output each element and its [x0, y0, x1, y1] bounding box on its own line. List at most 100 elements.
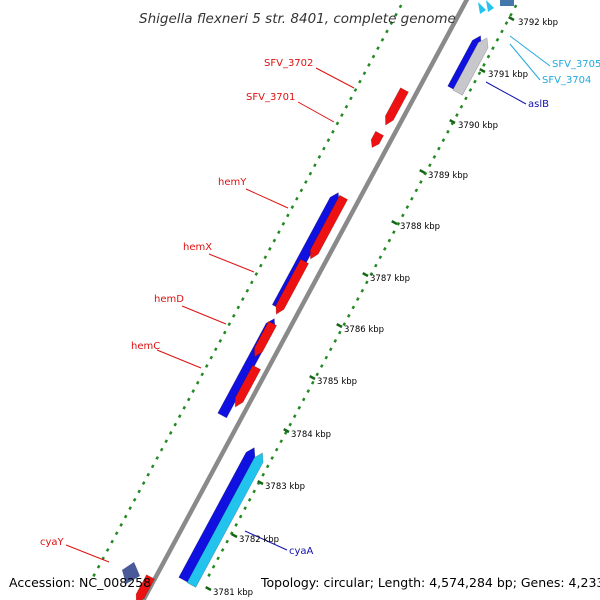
inner-ring-dash: [207, 573, 211, 578]
outer-ring-dash: [105, 548, 110, 552]
gene-label-sfv3702[interactable]: SFV_3702: [264, 58, 313, 69]
outer-ring-dash: [313, 163, 317, 168]
inner-ring-dash: [351, 305, 356, 310]
gene-label-sfv3704[interactable]: SFV_3704: [542, 75, 591, 86]
scale-tick: [508, 16, 515, 22]
outer-ring-dash: [186, 397, 191, 402]
outer-ring-dash: [218, 338, 223, 343]
outer-ring-dash: [317, 154, 322, 159]
inner-ring-dash: [383, 246, 387, 251]
genome-title: Shigella flexneri 5 str. 8401, complete …: [139, 11, 456, 27]
leader-line: [315, 67, 355, 89]
gene-label-sfv3701[interactable]: SFV_3701: [246, 92, 295, 103]
inner-ring-dash: [247, 497, 252, 502]
inner-ring-dash: [265, 464, 270, 469]
outer-ring-dash: [195, 380, 200, 385]
inner-ring-dash: [306, 389, 311, 394]
inner-ring-dash: [364, 280, 369, 285]
outer-ring-dash: [114, 531, 119, 536]
outer-ring-dash: [398, 4, 403, 9]
inner-ring-dash: [220, 548, 225, 552]
inner-ring-dash: [337, 330, 342, 335]
outer-ring-dash: [299, 188, 304, 193]
gene-label-aslb[interactable]: aslB: [528, 99, 549, 110]
outer-ring-dash: [110, 539, 114, 544]
outer-ring-dash: [367, 62, 371, 67]
kbp-label-3783: 3783 kbp: [265, 482, 305, 492]
kbp-label-3786: 3786 kbp: [344, 325, 384, 335]
gene-hemX-arrow: [309, 194, 349, 260]
outer-ring-dash: [132, 497, 137, 502]
scale-tick: [362, 272, 369, 278]
leader-line: [208, 253, 255, 273]
outer-ring-dash: [281, 221, 286, 226]
inner-ring-dash: [446, 129, 450, 134]
scale-tick: [283, 428, 290, 434]
gene-label-cyaa[interactable]: cyaA: [289, 546, 314, 557]
outer-ring-dash: [259, 263, 263, 268]
outer-ring-dash: [141, 481, 146, 486]
inner-ring-dash: [261, 472, 265, 477]
inner-ring-dash: [486, 54, 491, 59]
leader-line: [509, 35, 551, 67]
inner-dotted-ring: [207, 4, 518, 578]
outer-ring-dash: [177, 414, 182, 419]
outer-dotted-ring: [92, 4, 403, 578]
inner-ring-dash: [297, 405, 302, 410]
leader-line: [509, 43, 541, 81]
inner-ring-dash: [292, 414, 297, 419]
kbp-label-3788: 3788 kbp: [400, 222, 440, 232]
inner-ring-dash: [243, 506, 247, 511]
inner-ring-dash: [270, 456, 275, 460]
outer-ring-dash: [371, 54, 376, 59]
gene-label-hemd[interactable]: hemD: [154, 294, 184, 305]
inner-ring-dash: [283, 430, 288, 435]
outer-ring-dash: [385, 29, 389, 34]
outer-ring-dash: [204, 364, 209, 368]
kbp-label-3790: 3790 kbp: [458, 121, 498, 131]
gene-cyaA-arrow: [186, 452, 264, 588]
outer-ring-dash: [168, 430, 173, 435]
outer-ring-dash: [322, 146, 326, 151]
inner-ring-dash: [301, 397, 306, 402]
inner-ring-dash: [346, 313, 351, 318]
outer-ring-dash: [326, 138, 331, 143]
leader-line: [244, 530, 288, 551]
inner-ring-dash: [315, 372, 320, 377]
outer-ring-dash: [254, 272, 259, 276]
inner-ring-dash: [491, 46, 495, 51]
outer-ring-dash: [231, 313, 236, 318]
gene-label-hemc[interactable]: hemC: [131, 341, 160, 352]
outer-ring-dash: [263, 255, 268, 260]
inner-ring-dash: [310, 380, 315, 385]
inner-ring-dash: [211, 564, 216, 569]
kbp-label-3791: 3791 kbp: [488, 70, 528, 80]
inner-ring-dash: [288, 422, 293, 427]
outer-ring-dash: [295, 196, 299, 201]
scale-tick: [391, 220, 398, 226]
gene-aslB-arrow: [452, 37, 489, 96]
inner-ring-dash: [441, 138, 446, 143]
kbp-label-3785: 3785 kbp: [317, 377, 357, 387]
genome-backbone: [140, 0, 470, 600]
scale-tick: [419, 169, 426, 175]
gene-sfv3702-arrow: [385, 87, 409, 126]
gene-label-hemx[interactable]: hemX: [183, 242, 212, 253]
gene-label-sfv3705[interactable]: SFV_3705: [552, 59, 600, 70]
outer-ring-dash: [272, 238, 277, 243]
gene-label-cyay[interactable]: cyaY: [40, 537, 65, 548]
inner-ring-dash: [342, 322, 347, 327]
inner-ring-dash: [279, 439, 284, 444]
outer-ring-dash: [182, 405, 187, 410]
scale-tick: [205, 586, 212, 592]
outer-ring-dash: [358, 79, 362, 84]
gene-label-hemy[interactable]: hemY: [218, 177, 247, 188]
inner-ring-dash: [455, 113, 459, 118]
outer-ring-dash: [236, 305, 241, 310]
outer-ring-dash: [249, 280, 254, 285]
gene-top-slate: [500, 0, 514, 6]
outer-ring-dash: [245, 288, 250, 293]
kbp-label-3787: 3787 kbp: [370, 274, 410, 284]
outer-ring-dash: [191, 389, 196, 394]
